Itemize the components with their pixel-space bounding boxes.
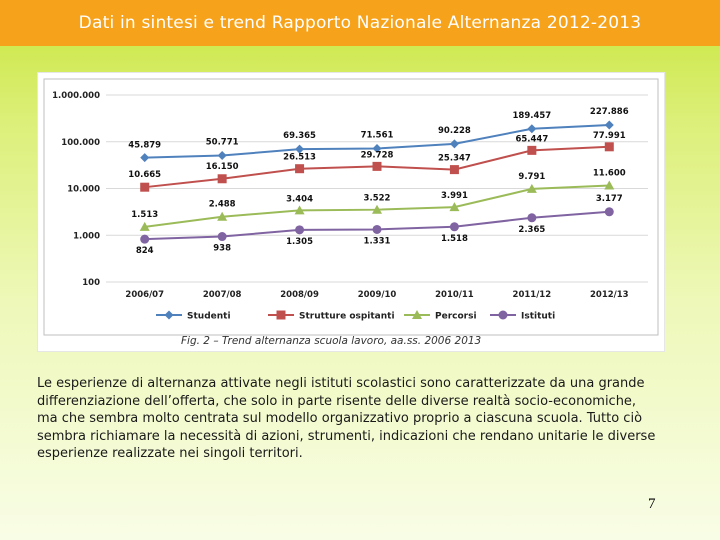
data-point	[604, 207, 614, 217]
data-point	[140, 153, 150, 163]
data-label: 3.404	[286, 194, 313, 204]
y-tick-label: 1.000	[73, 231, 100, 241]
data-label: 3.991	[441, 191, 468, 201]
series-strutture-ospitanti: 10.665 16.150 26.513 29.728 25.347 65.447 77.9…	[128, 131, 626, 192]
x-tick-label: 2011/12	[513, 290, 552, 300]
x-tick-label: 2012/13	[590, 290, 629, 300]
series-studenti: 45.879 50.771 69.365 71.561 90.228 189.457 227…	[128, 107, 629, 163]
data-label: 227.886	[590, 107, 629, 117]
data-label: 3.522	[364, 194, 391, 204]
data-point	[295, 144, 305, 154]
data-label: 1.518	[441, 234, 468, 244]
data-point	[527, 145, 537, 155]
data-label: 3.177	[596, 194, 623, 204]
data-point	[217, 232, 227, 242]
x-axis-ticks: 2006/07 2007/08 2008/09 2009/10 2010/11 2011/…	[125, 290, 628, 300]
chart-series: 45.879 50.771 69.365 71.561 90.228 189.457 227…	[128, 107, 628, 256]
data-label: 189.457	[512, 111, 551, 121]
legend-marker	[498, 310, 508, 320]
data-point	[527, 213, 537, 223]
data-label: 69.365	[283, 131, 316, 141]
y-tick-label: 10.000	[67, 185, 100, 195]
legend-label: Strutture ospitanti	[299, 312, 395, 322]
data-label: 9.791	[518, 172, 545, 182]
body-paragraph: Le esperienze di alternanza attivate neg…	[37, 376, 656, 461]
data-label: 1.305	[286, 237, 313, 247]
x-tick-label: 2006/07	[125, 290, 164, 300]
data-point	[295, 164, 305, 174]
data-label: 50.771	[206, 138, 239, 148]
legend-marker	[164, 310, 174, 320]
chart-caption: Fig. 2 – Trend alternanza scuola lavoro,…	[181, 335, 481, 347]
legend-label: Istituti	[521, 312, 555, 322]
data-label: 90.228	[438, 126, 471, 136]
y-tick-label: 1.000.000	[52, 91, 100, 101]
y-axis-ticks: 100 1.000 10.000 100.000 1.000.000	[52, 91, 100, 288]
data-label: 11.600	[593, 168, 626, 178]
chart-figure: 100 1.000 10.000 100.000 1.000.000 2006/07 20…	[37, 72, 665, 352]
data-point	[139, 221, 150, 231]
legend-item: Istituti	[490, 310, 555, 322]
data-point	[217, 174, 227, 184]
series-istituti: 824 938 1.305 1.331 1.518 2.365 3.177	[136, 194, 623, 256]
data-label: 29.728	[361, 150, 394, 160]
data-label: 65.447	[515, 134, 548, 144]
data-point	[140, 182, 150, 192]
data-label: 26.513	[283, 153, 316, 163]
data-point	[604, 142, 614, 152]
legend-marker	[276, 310, 286, 320]
series-percorsi: 1.513 2.488 3.404 3.522 3.991 9.791 11.600	[131, 168, 626, 231]
data-point	[449, 165, 459, 175]
data-point	[526, 183, 537, 193]
data-point	[294, 205, 305, 215]
page-number: 7	[648, 496, 656, 512]
data-label: 1.331	[364, 236, 391, 246]
data-point	[140, 234, 150, 244]
data-label: 77.991	[593, 131, 626, 141]
data-label: 71.561	[361, 131, 394, 141]
data-point	[604, 120, 614, 130]
data-point	[372, 161, 382, 171]
data-label: 2.365	[518, 225, 545, 235]
chart-gridlines	[106, 94, 648, 283]
legend-marker	[412, 310, 422, 319]
chart-legend: Studenti Strutture ospitanti Percorsi Istit…	[156, 310, 555, 322]
data-label: 824	[136, 246, 154, 256]
legend-label: Percorsi	[435, 312, 477, 322]
data-point	[449, 139, 459, 149]
x-tick-label: 2007/08	[203, 290, 242, 300]
legend-item: Percorsi	[404, 310, 477, 322]
data-point	[217, 151, 227, 161]
legend-item: Studenti	[156, 310, 231, 322]
slide-title: Dati in sintesi e trend Rapporto Naziona…	[78, 13, 642, 33]
y-tick-label: 100.000	[61, 138, 100, 148]
data-point	[372, 224, 382, 234]
legend-item: Strutture ospitanti	[268, 310, 395, 322]
slide-title-bar: Dati in sintesi e trend Rapporto Naziona…	[0, 0, 720, 46]
data-label: 1.513	[131, 210, 158, 220]
data-label: 25.347	[438, 154, 471, 164]
data-label: 2.488	[209, 200, 236, 210]
data-point	[527, 124, 537, 134]
x-tick-label: 2009/10	[358, 290, 397, 300]
data-label: 938	[213, 244, 231, 254]
data-label: 45.879	[128, 141, 161, 151]
x-tick-label: 2008/09	[280, 290, 319, 300]
data-point	[372, 144, 382, 154]
data-point	[449, 222, 459, 232]
data-point	[217, 211, 228, 221]
data-point	[372, 204, 382, 214]
y-tick-label: 100	[82, 278, 100, 288]
data-point	[295, 225, 305, 235]
data-point	[604, 180, 615, 190]
data-point	[449, 202, 460, 212]
x-tick-label: 2010/11	[435, 290, 474, 300]
legend-label: Studenti	[187, 312, 231, 322]
chart-frame	[43, 78, 659, 336]
data-label: 16.150	[206, 162, 239, 172]
data-label: 10.665	[128, 170, 161, 180]
